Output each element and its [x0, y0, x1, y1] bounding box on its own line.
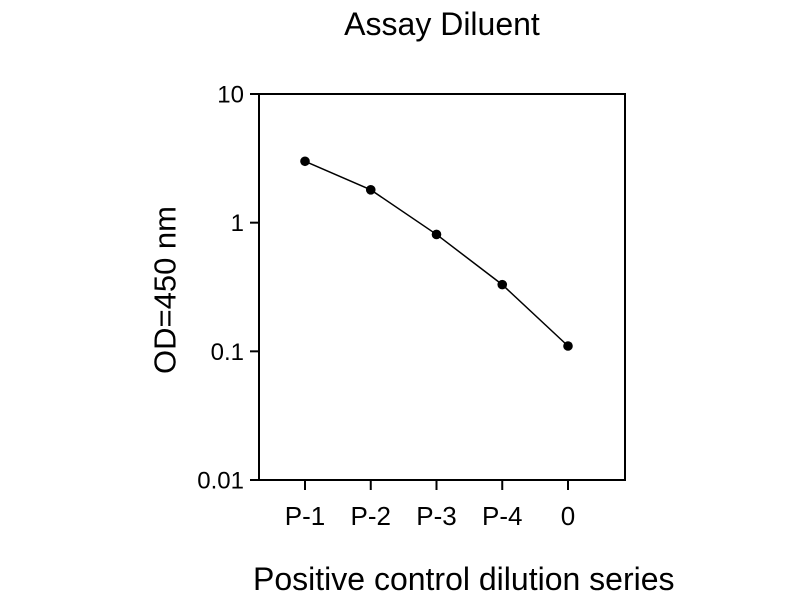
y-tick-label: 0.01 [197, 468, 244, 495]
data-point [365, 185, 376, 195]
data-point [563, 341, 573, 351]
data-line [304, 160, 569, 347]
x-axis-label: Positive control dilution series [253, 561, 675, 597]
data-point [300, 156, 310, 167]
x-tick-label: P-3 [416, 501, 456, 531]
data-point [431, 229, 442, 240]
chart-title: Assay Diluent [344, 6, 540, 42]
plot-frame [258, 93, 626, 481]
x-tick-label: P-1 [285, 501, 325, 531]
x-tick-label: P-4 [482, 501, 522, 531]
y-tick-label: 0.1 [211, 339, 244, 366]
y-tick-label: 1 [231, 210, 244, 237]
x-tick-label: P-2 [351, 501, 391, 531]
x-tick-label: 0 [561, 501, 575, 531]
y-tick-label: 10 [217, 82, 244, 109]
data-point [497, 279, 508, 290]
